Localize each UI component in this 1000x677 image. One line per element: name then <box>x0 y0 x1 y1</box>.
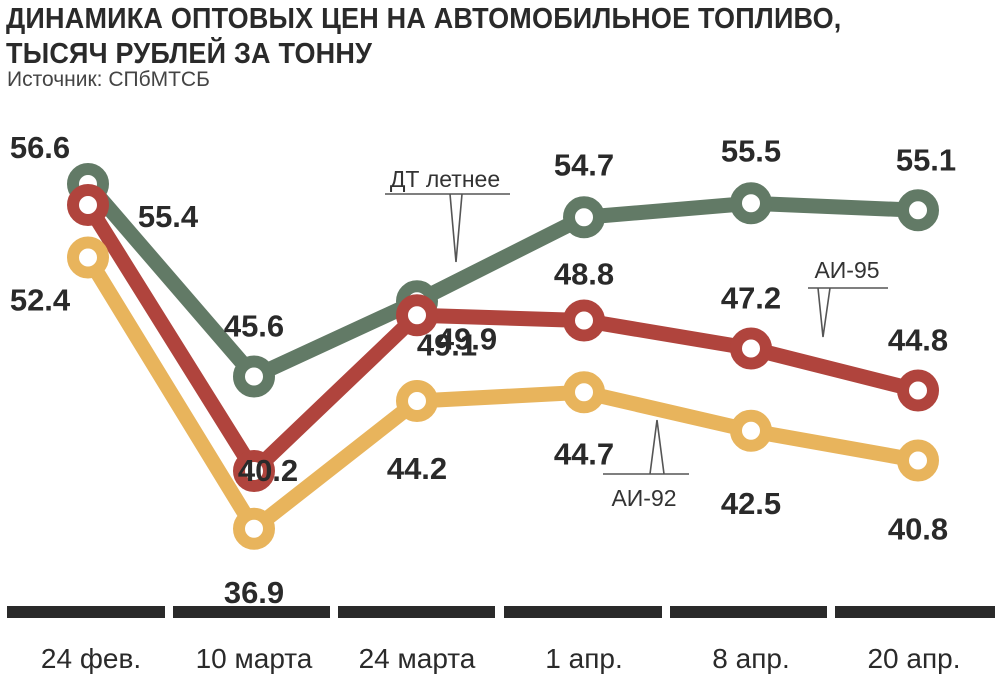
data-point-s2-6 <box>897 369 939 412</box>
value-label-s1-3: 49.9 <box>437 321 497 356</box>
data-point-s3-4 <box>563 371 605 414</box>
data-point-s2-2 <box>233 450 275 492</box>
series-line-3 <box>80 250 926 537</box>
x-tick-label-1: 24 фев. <box>41 643 141 674</box>
value-label-s1-5: 55.5 <box>721 133 781 168</box>
series-name-label-3: АИ-92 <box>611 485 676 511</box>
value-label-s2-4: 48.8 <box>554 257 614 292</box>
value-label-s1-6: 55.1 <box>896 142 956 177</box>
data-point-s1-4 <box>563 196 605 239</box>
data-point-s1-5 <box>730 182 772 225</box>
data-point-s3-5 <box>730 409 772 452</box>
data-point-s2-4 <box>563 299 605 342</box>
callout-pointer-3 <box>603 419 689 475</box>
value-label-s2-3: 49.1 <box>417 327 477 362</box>
axis-segment-4 <box>504 606 662 618</box>
data-point-s3-1 <box>67 236 109 279</box>
series-name-label-2: АИ-95 <box>814 257 879 283</box>
data-point-s2-5 <box>730 327 772 370</box>
value-label-s2-5: 47.2 <box>721 281 781 316</box>
data-point-s3-2 <box>233 507 275 550</box>
callout-pointer-2 <box>808 287 888 338</box>
value-label-s3-1: 52.4 <box>10 283 71 318</box>
title-line-1: ДИНАМИКА ОПТОВЫХ ЦЕН НА АВТОМОБИЛЬНОЕ ТО… <box>6 3 842 35</box>
axis-segment-1 <box>7 606 165 618</box>
chart-title: ДИНАМИКА ОПТОВЫХ ЦЕН НА АВТОМОБИЛЬНОЕ ТО… <box>6 2 841 71</box>
value-label-s1-4: 54.7 <box>554 147 614 182</box>
x-tick-label-2: 10 марта <box>196 643 313 674</box>
value-label-s1-2: 45.6 <box>224 309 284 344</box>
value-label-s3-6: 40.8 <box>888 512 948 547</box>
series-line-1 <box>80 176 926 384</box>
x-tick-label-6: 20 апр. <box>867 643 960 674</box>
data-point-s2-1 <box>67 184 109 226</box>
value-label-s3-3: 44.2 <box>387 451 447 486</box>
x-tick-label-4: 1 апр. <box>545 643 622 674</box>
value-label-s3-5: 42.5 <box>721 486 781 521</box>
axis-segment-5 <box>670 606 827 618</box>
series-name-label-1: ДТ летнее <box>390 166 500 192</box>
data-point-s1-2 <box>233 355 275 398</box>
title-line-2: ТЫСЯЧ РУБЛЕЙ ЗА ТОННУ <box>6 37 373 70</box>
value-label-s3-2: 36.9 <box>224 575 284 610</box>
x-tick-label-3: 24 марта <box>359 643 476 674</box>
data-point-s2-3 <box>396 294 438 337</box>
data-point-s3-6 <box>897 439 939 482</box>
value-label-s2-6: 44.8 <box>888 323 948 358</box>
data-point-s3-3 <box>396 380 438 422</box>
callout-pointer-1 <box>385 193 510 263</box>
value-label-s3-4: 44.7 <box>554 436 614 471</box>
x-tick-label-5: 8 апр. <box>712 643 789 674</box>
value-label-s2-1: 55.4 <box>138 199 199 234</box>
value-label-s1-1: 56.6 <box>10 130 70 165</box>
source-note: Источник: СПбМТСБ <box>7 68 210 91</box>
data-point-s1-6 <box>897 189 939 232</box>
axis-segment-6 <box>835 606 995 618</box>
value-label-s2-2: 40.2 <box>238 453 298 488</box>
axis-segment-3 <box>338 606 495 618</box>
axis-segment-2 <box>173 606 330 618</box>
series-line-2 <box>80 197 926 479</box>
